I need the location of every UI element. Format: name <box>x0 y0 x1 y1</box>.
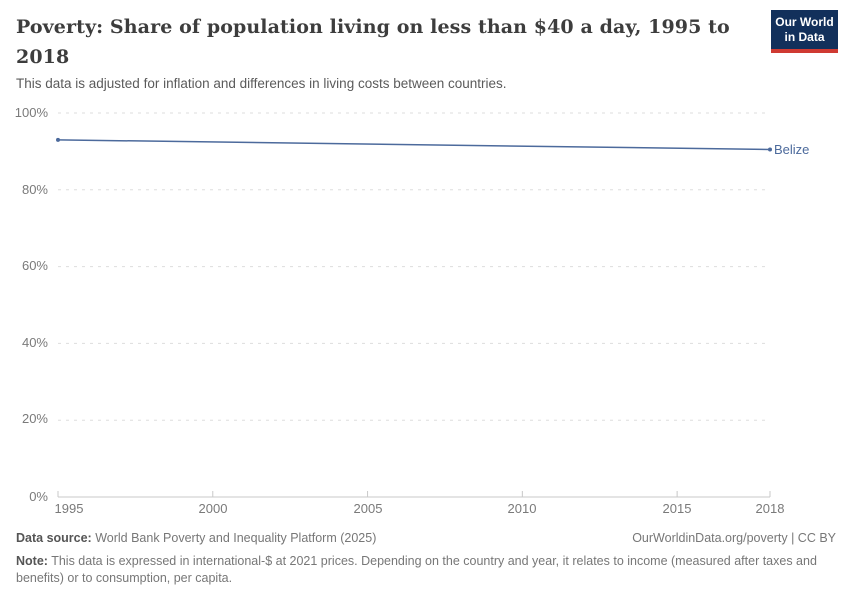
footer: Data source: World Bank Poverty and Ineq… <box>16 531 836 545</box>
x-tick-2005: 2005 <box>353 501 383 516</box>
x-tick-2000: 2000 <box>198 501 228 516</box>
x-tick-2010: 2010 <box>507 501 537 516</box>
chart-title: Poverty: Share of population living on l… <box>16 12 756 72</box>
owid-logo-line1: Our World <box>775 15 834 29</box>
y-tick-60: 60% <box>21 258 48 273</box>
footer-note-text: This data is expressed in international-… <box>16 554 817 585</box>
x-tick-2015: 2015 <box>662 501 692 516</box>
owid-logo[interactable]: Our World in Data <box>771 10 838 53</box>
y-tick-100: 100% <box>14 105 48 120</box>
owid-logo-line2: in Data <box>784 30 825 44</box>
license-link[interactable]: OurWorldinData.org/poverty | CC BY <box>632 531 836 545</box>
y-tick-80: 80% <box>21 182 48 197</box>
data-source-value: World Bank Poverty and Inequality Platfo… <box>91 531 377 545</box>
footer-note-label: Note: <box>16 554 48 568</box>
y-tick-40: 40% <box>21 335 48 350</box>
y-tick-0: 0% <box>29 489 48 504</box>
x-tick-1995: 1995 <box>54 501 84 516</box>
x-tick-2018: 2018 <box>755 501 785 516</box>
chart-title-line1: Poverty: Share of population living on l… <box>16 16 730 38</box>
footer-note: Note: This data is expressed in internat… <box>16 553 830 587</box>
series-label-belize[interactable]: Belize <box>774 142 810 157</box>
data-source: Data source: World Bank Poverty and Ineq… <box>16 531 376 545</box>
y-tick-20: 20% <box>21 411 48 426</box>
chart-subtitle: This data is adjusted for inflation and … <box>16 76 507 91</box>
chart-title-line2: 2018 <box>16 46 70 68</box>
data-source-label: Data source: <box>16 531 92 545</box>
